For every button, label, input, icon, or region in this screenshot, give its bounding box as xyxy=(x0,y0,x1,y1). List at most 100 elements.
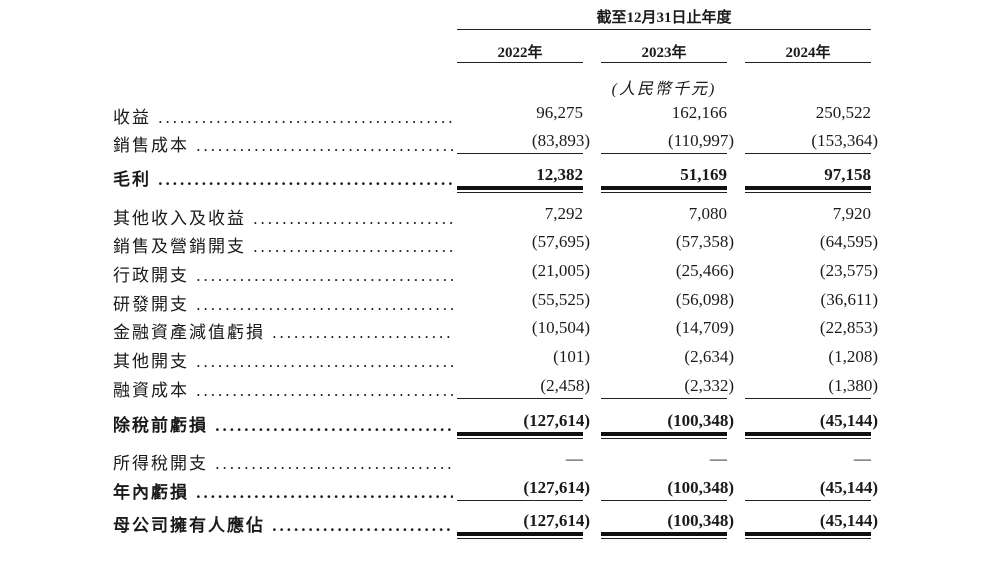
subtotal-rule xyxy=(457,438,583,439)
subtotal-rule xyxy=(601,438,727,439)
value-cell: — xyxy=(710,449,727,468)
row-label: 行政開支 ...................................… xyxy=(113,261,453,286)
value-cell: (2,634) xyxy=(684,347,734,366)
leader-dots: ........................................… xyxy=(253,237,453,256)
subtotal-rule xyxy=(457,500,583,501)
leader-dots: ........................................… xyxy=(272,323,453,342)
value-cell: (83,893) xyxy=(531,131,590,150)
value-cell: (14,709) xyxy=(675,318,734,337)
subtotal-rule xyxy=(457,192,583,193)
value-cell: (2,332) xyxy=(684,376,734,395)
row-label-text: 除稅前虧損 xyxy=(113,416,208,435)
value-cell: (25,466) xyxy=(675,261,734,280)
row-label: 銷售及營銷開支 ................................… xyxy=(113,232,453,257)
row-label: 銷售成本 ...................................… xyxy=(113,131,453,156)
value-cell: 162,166 xyxy=(671,103,727,122)
value-cell: (110,997) xyxy=(668,131,734,150)
subtotal-rule xyxy=(745,500,871,501)
row-label-text: 年內虧損 xyxy=(113,483,189,502)
value-cell: (2,458) xyxy=(540,376,590,395)
year-underline xyxy=(745,62,871,63)
row-label: 除稅前虧損 ..................................… xyxy=(113,411,453,436)
total-double-rule xyxy=(601,186,727,190)
year-header-2022: 2022年 xyxy=(497,45,543,61)
subtotal-rule xyxy=(457,538,583,539)
row-label-text: 母公司擁有人應佔 xyxy=(113,516,265,535)
value-cell: (100,348) xyxy=(667,411,734,430)
value-cell: (100,348) xyxy=(667,478,734,497)
row-label: 其他開支 ...................................… xyxy=(113,347,453,372)
row-label-text: 行政開支 xyxy=(113,266,189,285)
total-double-rule xyxy=(745,186,871,190)
row-label-text: 金融資產減值虧損 xyxy=(113,323,265,342)
row-label-text: 所得稅開支 xyxy=(113,454,208,473)
leader-dots: ........................................… xyxy=(196,352,453,371)
row-label: 其他收入及收益 ................................… xyxy=(113,204,453,229)
leader-dots: ........................................… xyxy=(215,416,453,435)
value-cell: — xyxy=(566,449,583,468)
row-label-text: 其他開支 xyxy=(113,352,189,371)
year-header-2024: 2024年 xyxy=(785,45,831,61)
subtotal-rule xyxy=(745,153,871,154)
leader-dots: ........................................… xyxy=(196,483,453,502)
value-cell: (57,695) xyxy=(531,232,590,251)
value-cell: (64,595) xyxy=(819,232,878,251)
subtotal-rule xyxy=(745,192,871,193)
value-cell: (1,380) xyxy=(828,376,878,395)
leader-dots: ........................................… xyxy=(196,295,453,314)
value-cell: (153,364) xyxy=(811,131,878,150)
value-cell: (45,144) xyxy=(819,511,878,530)
value-cell: (55,525) xyxy=(531,290,590,309)
value-cell: (56,098) xyxy=(675,290,734,309)
period-underline xyxy=(457,29,871,30)
value-cell: 7,080 xyxy=(688,204,727,223)
total-double-rule xyxy=(457,432,583,436)
currency-unit: (人民幣千元) xyxy=(611,81,717,98)
value-cell: 250,522 xyxy=(815,103,871,122)
value-cell: (36,611) xyxy=(820,290,878,309)
total-double-rule xyxy=(601,432,727,436)
row-label: 母公司擁有人應佔 ...............................… xyxy=(113,511,453,536)
total-double-rule xyxy=(745,532,871,536)
value-cell: (101) xyxy=(553,347,590,366)
year-underline xyxy=(457,62,583,63)
row-label: 毛利 .....................................… xyxy=(113,165,453,190)
row-label: 所得稅開支 ..................................… xyxy=(113,449,453,474)
value-cell: (10,504) xyxy=(531,318,590,337)
row-label: 金融資產減值虧損 ...............................… xyxy=(113,318,453,343)
subtotal-rule xyxy=(745,538,871,539)
value-cell: 12,382 xyxy=(536,165,583,184)
subtotal-rule xyxy=(601,538,727,539)
value-cell: (57,358) xyxy=(675,232,734,251)
value-cell: (45,144) xyxy=(819,478,878,497)
row-label: 研發開支 ...................................… xyxy=(113,290,453,315)
leader-dots: ........................................… xyxy=(253,209,453,228)
leader-dots: ........................................… xyxy=(196,381,453,400)
value-cell: 51,169 xyxy=(680,165,727,184)
row-label-text: 毛利 xyxy=(113,170,151,189)
row-label: 融資成本 ...................................… xyxy=(113,376,453,401)
value-cell: 97,158 xyxy=(824,165,871,184)
row-label-text: 收益 xyxy=(113,108,151,127)
row-label: 年內虧損 ...................................… xyxy=(113,478,453,503)
row-label-text: 銷售成本 xyxy=(113,136,189,155)
row-label-text: 研發開支 xyxy=(113,295,189,314)
row-label-text: 融資成本 xyxy=(113,381,189,400)
value-cell: (100,348) xyxy=(667,511,734,530)
value-cell: (22,853) xyxy=(819,318,878,337)
leader-dots: ........................................… xyxy=(196,266,453,285)
value-cell: 7,292 xyxy=(544,204,583,223)
value-cell: (127,614) xyxy=(523,411,590,430)
period-header: 截至12月31日止年度 xyxy=(596,10,732,26)
value-cell: — xyxy=(854,449,871,468)
year-underline xyxy=(601,62,727,63)
row-label-text: 銷售及營銷開支 xyxy=(113,237,246,256)
value-cell: 7,920 xyxy=(832,204,871,223)
leader-dots: ........................................… xyxy=(272,516,453,535)
row-label: 收益 .....................................… xyxy=(113,103,453,128)
value-cell: (127,614) xyxy=(523,478,590,497)
subtotal-rule xyxy=(457,153,583,154)
subtotal-rule xyxy=(745,438,871,439)
total-double-rule xyxy=(601,532,727,536)
value-cell: 96,275 xyxy=(536,103,583,122)
